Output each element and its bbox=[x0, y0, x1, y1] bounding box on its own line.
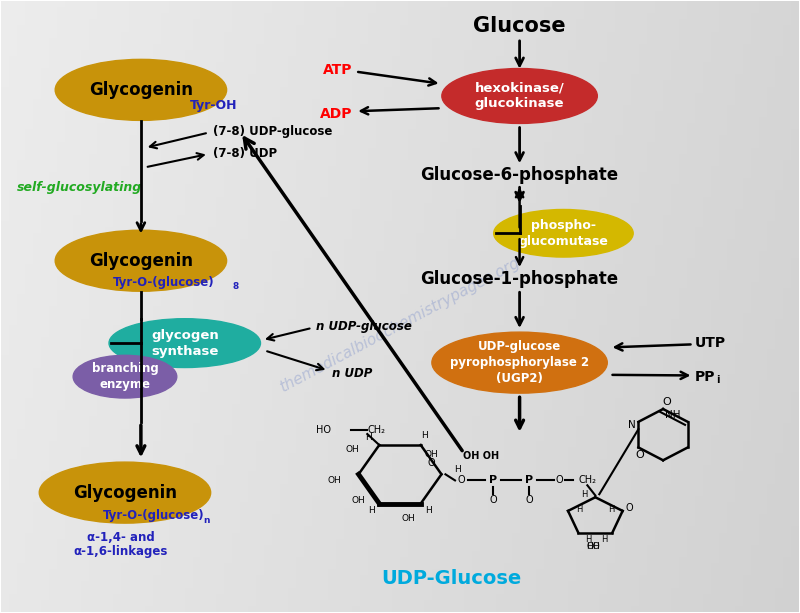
Text: O: O bbox=[458, 476, 465, 485]
Ellipse shape bbox=[494, 210, 633, 257]
Text: UDP-glucose
pyrophosphorylase 2
(UGP2): UDP-glucose pyrophosphorylase 2 (UGP2) bbox=[450, 340, 589, 385]
Text: H: H bbox=[608, 504, 614, 514]
Text: CH₂: CH₂ bbox=[367, 425, 386, 435]
Ellipse shape bbox=[442, 69, 598, 123]
Text: H: H bbox=[426, 506, 432, 516]
Text: OH: OH bbox=[351, 496, 365, 505]
Text: 8: 8 bbox=[233, 282, 239, 291]
Text: O: O bbox=[427, 458, 435, 468]
Text: N: N bbox=[628, 420, 636, 430]
Text: n UDP-glucose: n UDP-glucose bbox=[316, 319, 412, 332]
Text: i: i bbox=[717, 375, 720, 385]
Text: H: H bbox=[454, 465, 461, 474]
Text: α-1,6-linkages: α-1,6-linkages bbox=[74, 545, 168, 558]
Text: n: n bbox=[203, 516, 210, 525]
Text: Glucose-1-phosphate: Glucose-1-phosphate bbox=[421, 270, 618, 288]
Text: H: H bbox=[581, 490, 587, 499]
Text: Tyr-O-(glucose): Tyr-O-(glucose) bbox=[113, 276, 214, 289]
Ellipse shape bbox=[55, 59, 226, 120]
Text: H: H bbox=[422, 432, 428, 440]
Text: hexokinase/
glucokinase: hexokinase/ glucokinase bbox=[474, 82, 565, 110]
Text: CH₂: CH₂ bbox=[578, 476, 596, 485]
Text: OH OH: OH OH bbox=[463, 451, 499, 461]
Text: HO: HO bbox=[317, 425, 331, 435]
Text: O: O bbox=[490, 495, 497, 505]
Text: (7-8) UDP-glucose: (7-8) UDP-glucose bbox=[213, 125, 332, 138]
Text: HO: HO bbox=[586, 542, 600, 551]
Text: P: P bbox=[490, 476, 498, 485]
Text: branching
enzyme: branching enzyme bbox=[91, 362, 158, 391]
Text: OH: OH bbox=[425, 450, 438, 459]
Text: H: H bbox=[368, 506, 374, 516]
Ellipse shape bbox=[55, 230, 226, 291]
Text: α-1,4- and: α-1,4- and bbox=[87, 531, 155, 544]
Text: Glucose: Glucose bbox=[474, 16, 566, 36]
Text: phospho-
glucomutase: phospho- glucomutase bbox=[518, 219, 608, 248]
Text: Glycogenin: Glycogenin bbox=[89, 81, 193, 99]
Text: OH: OH bbox=[327, 476, 341, 485]
Text: O: O bbox=[526, 495, 533, 505]
Text: ATP: ATP bbox=[322, 63, 352, 77]
Ellipse shape bbox=[73, 356, 177, 398]
Text: H: H bbox=[601, 535, 607, 544]
Text: H: H bbox=[576, 504, 582, 514]
Text: O: O bbox=[662, 397, 671, 406]
Text: OH: OH bbox=[586, 542, 600, 551]
Text: OH: OH bbox=[402, 514, 416, 524]
Text: self-glucosylating: self-glucosylating bbox=[18, 181, 142, 194]
Text: n UDP: n UDP bbox=[332, 367, 373, 380]
Text: P: P bbox=[525, 476, 534, 485]
Text: Tyr-O-(glucose): Tyr-O-(glucose) bbox=[102, 509, 204, 522]
Text: glycogen
synthase: glycogen synthase bbox=[151, 329, 218, 357]
Text: UDP-Glucose: UDP-Glucose bbox=[382, 568, 522, 587]
Text: O: O bbox=[556, 476, 563, 485]
Text: H: H bbox=[585, 535, 591, 544]
Text: Glycogenin: Glycogenin bbox=[73, 484, 177, 501]
Text: PP: PP bbox=[695, 370, 715, 384]
Text: Tyr-OH: Tyr-OH bbox=[190, 99, 238, 112]
Text: OH: OH bbox=[346, 446, 359, 454]
Text: H: H bbox=[366, 433, 372, 442]
Text: Glycogenin: Glycogenin bbox=[89, 252, 193, 270]
Text: NH: NH bbox=[665, 411, 681, 421]
Text: O: O bbox=[625, 503, 633, 514]
Text: Glucose-6-phosphate: Glucose-6-phosphate bbox=[421, 166, 618, 185]
Ellipse shape bbox=[39, 462, 210, 523]
Text: O: O bbox=[636, 450, 645, 460]
Ellipse shape bbox=[109, 319, 261, 368]
Text: UTP: UTP bbox=[695, 336, 726, 350]
Ellipse shape bbox=[432, 332, 607, 393]
Text: (7-8) UDP: (7-8) UDP bbox=[213, 148, 277, 161]
Text: ADP: ADP bbox=[320, 107, 352, 121]
Text: themedicalbioochemistrypages.org: themedicalbioochemistrypages.org bbox=[278, 255, 522, 395]
